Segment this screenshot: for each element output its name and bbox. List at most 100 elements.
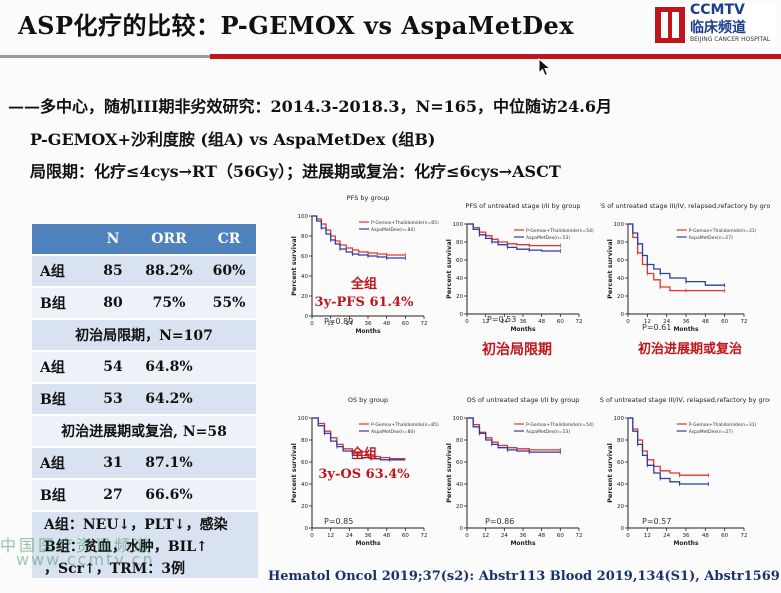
- legend-label: AspaMetDex(n=80): [371, 227, 415, 233]
- x-tick-label: 0: [310, 533, 314, 539]
- table-cell: 54: [90, 351, 136, 384]
- x-tick-label: 48: [383, 533, 390, 539]
- p-value-label: P=0.89: [324, 317, 353, 326]
- x-tick-label: 72: [421, 321, 428, 327]
- y-tick-label: 40: [301, 482, 308, 488]
- y-tick-label: 40: [617, 482, 624, 488]
- table-row: B组 80 75% 55%: [32, 287, 256, 320]
- y-tick-label: 20: [617, 504, 624, 510]
- x-axis-label: Months: [673, 540, 699, 547]
- table-cell: [202, 447, 256, 480]
- y-tick-label: 100: [298, 214, 309, 220]
- table-row: B组 27 66.6%: [32, 479, 256, 512]
- survival-curve-b: [312, 215, 406, 259]
- slide-title: ASP化疗的比较：P-GEMOX vs AspaMetDex: [18, 11, 575, 40]
- table-cell: 27: [90, 479, 136, 512]
- study-design-line: ——多中心，随机III期非劣效研究：2014.3-2018.3，N=165，中位…: [8, 97, 612, 116]
- p-value-label: P=0.61: [642, 323, 671, 332]
- x-tick-label: 48: [702, 533, 709, 539]
- y-tick-label: 60: [456, 460, 463, 466]
- legend-label: P-Gemox+Thalidomide(n=31): [689, 422, 757, 428]
- table-header-cell: ORR: [136, 224, 202, 256]
- y-tick-label: 20: [301, 504, 308, 510]
- legend-label: AspaMetDex(n=53): [526, 429, 570, 435]
- x-tick-label: 60: [557, 533, 564, 539]
- logo-chinese-text: 临床频道: [690, 20, 746, 36]
- logo-brand-text: CCMTV: [690, 2, 745, 18]
- chart-os-advanced: OS of untreated stage III/IV, relapsed,r…: [600, 396, 770, 547]
- p-value-label: P=0.85: [324, 517, 353, 526]
- table-cell: 53: [90, 383, 136, 416]
- x-tick-label: 24: [663, 319, 670, 325]
- x-tick-label: 36: [365, 321, 372, 327]
- survival-curve-a: [628, 223, 725, 292]
- adverse-events-line: A组：NEU↓，PLT↓，感染: [44, 517, 228, 533]
- table-section-label: 初治进展期或复治, N=58: [32, 415, 256, 448]
- y-tick-label: 40: [456, 482, 463, 488]
- legend-label: P-Gemox+Thalidomide(n=85): [371, 220, 439, 226]
- chart-pfs-advanced: PFS of untreated stage III/IV, relapsed,…: [600, 202, 770, 357]
- x-tick-label: 12: [482, 533, 489, 539]
- y-tick-label: 80: [456, 240, 463, 246]
- legend-label: P-Gemox+Thalidomide(n=31): [689, 228, 757, 234]
- y-tick-label: 20: [456, 294, 463, 300]
- y-axis-label: Percent survival: [606, 443, 614, 503]
- legend-label: P-Gemox+Thalidomide(n=54): [526, 422, 594, 428]
- x-tick-label: 12: [644, 319, 651, 325]
- y-axis-label: Percent survival: [606, 239, 614, 299]
- x-tick-label: 60: [402, 321, 409, 327]
- table-header-cell: CR: [202, 224, 256, 256]
- x-tick-label: 36: [520, 533, 527, 539]
- chart-annotation: 3y-OS 63.4%: [318, 467, 410, 482]
- references: Hematol Oncol 2019;37(s2): Abstr113 Bloo…: [268, 569, 780, 584]
- table-section-row: 初治进展期或复治, N=58: [32, 415, 256, 448]
- x-tick-label: 60: [557, 319, 564, 325]
- table-row: A组 31 87.1%: [32, 447, 256, 480]
- x-tick-label: 24: [501, 533, 508, 539]
- table-cell: 80: [90, 287, 136, 320]
- y-tick-label: 100: [453, 416, 464, 422]
- title-divider: [0, 54, 781, 59]
- x-tick-label: 72: [421, 533, 428, 539]
- legend-label: AspaMetDex(n=27): [689, 235, 733, 241]
- x-tick-label: 60: [721, 533, 728, 539]
- chart-title: OS by group: [348, 396, 388, 404]
- treatment-line: 局限期：化疗≤4cys→RT（56Gy）；进展期或复治：化疗≤6cys→ASCT: [30, 162, 561, 181]
- table-cell: 66.6%: [136, 479, 202, 512]
- x-tick-label: 36: [683, 533, 690, 539]
- chart-pfs-all: PFS by group 0 20 40 60 80 100 0 12 24 36 48 60 72 Mon…: [290, 194, 439, 335]
- y-axis-label: Percent survival: [445, 239, 453, 299]
- y-tick-label: 20: [617, 294, 624, 300]
- chart-os-limited: OS of untreated stage I/II by group 0 20 40…: [445, 396, 594, 547]
- x-tick-label: 36: [683, 319, 690, 325]
- y-tick-label: 100: [614, 416, 625, 422]
- table-cell: 31: [90, 447, 136, 480]
- p-value-label: P=0.53: [487, 315, 516, 324]
- x-axis-label: Months: [355, 328, 381, 335]
- arms-line: P-GEMOX+沙利度胺 (组A) vs AspaMetDex (组B): [30, 130, 436, 149]
- table-cell: 60%: [202, 255, 256, 288]
- survival-curve-b: [628, 417, 709, 485]
- x-tick-label: 48: [383, 321, 390, 327]
- x-tick-label: 0: [310, 321, 314, 327]
- p-value-label: P=0.57: [642, 517, 671, 526]
- adverse-events-box: A组：NEU↓，PLT↓，感染 B组：贫血，水肿，BIL↑ ，Scr↑，TRM：…: [32, 512, 258, 578]
- response-table: N ORR CR A组 85 88.2% 60% B组 80 75% 55% 初…: [32, 224, 256, 512]
- mouse-cursor-icon: [538, 58, 552, 77]
- chart-annotation: 全组: [350, 276, 377, 292]
- chart-title: PFS of untreated stage III/IV, relapsed,…: [600, 202, 770, 210]
- chart-os-all: OS by group 0 20 40 60 80 100 0 12 24 36 48 60 72 Mont…: [290, 396, 439, 547]
- y-tick-label: 80: [617, 438, 624, 444]
- y-tick-label: 0: [460, 312, 464, 318]
- y-tick-label: 80: [456, 438, 463, 444]
- x-axis-label: Months: [510, 540, 536, 547]
- table-cell: [202, 383, 256, 416]
- y-tick-label: 60: [456, 258, 463, 264]
- y-tick-label: 40: [617, 276, 624, 282]
- table-header-row: N ORR CR: [32, 224, 256, 256]
- legend-label: AspaMetDex(n=53): [526, 235, 570, 241]
- x-tick-label: 24: [346, 321, 353, 327]
- table-cell: A组: [32, 447, 90, 480]
- x-tick-label: 36: [365, 533, 372, 539]
- y-tick-label: 60: [617, 258, 624, 264]
